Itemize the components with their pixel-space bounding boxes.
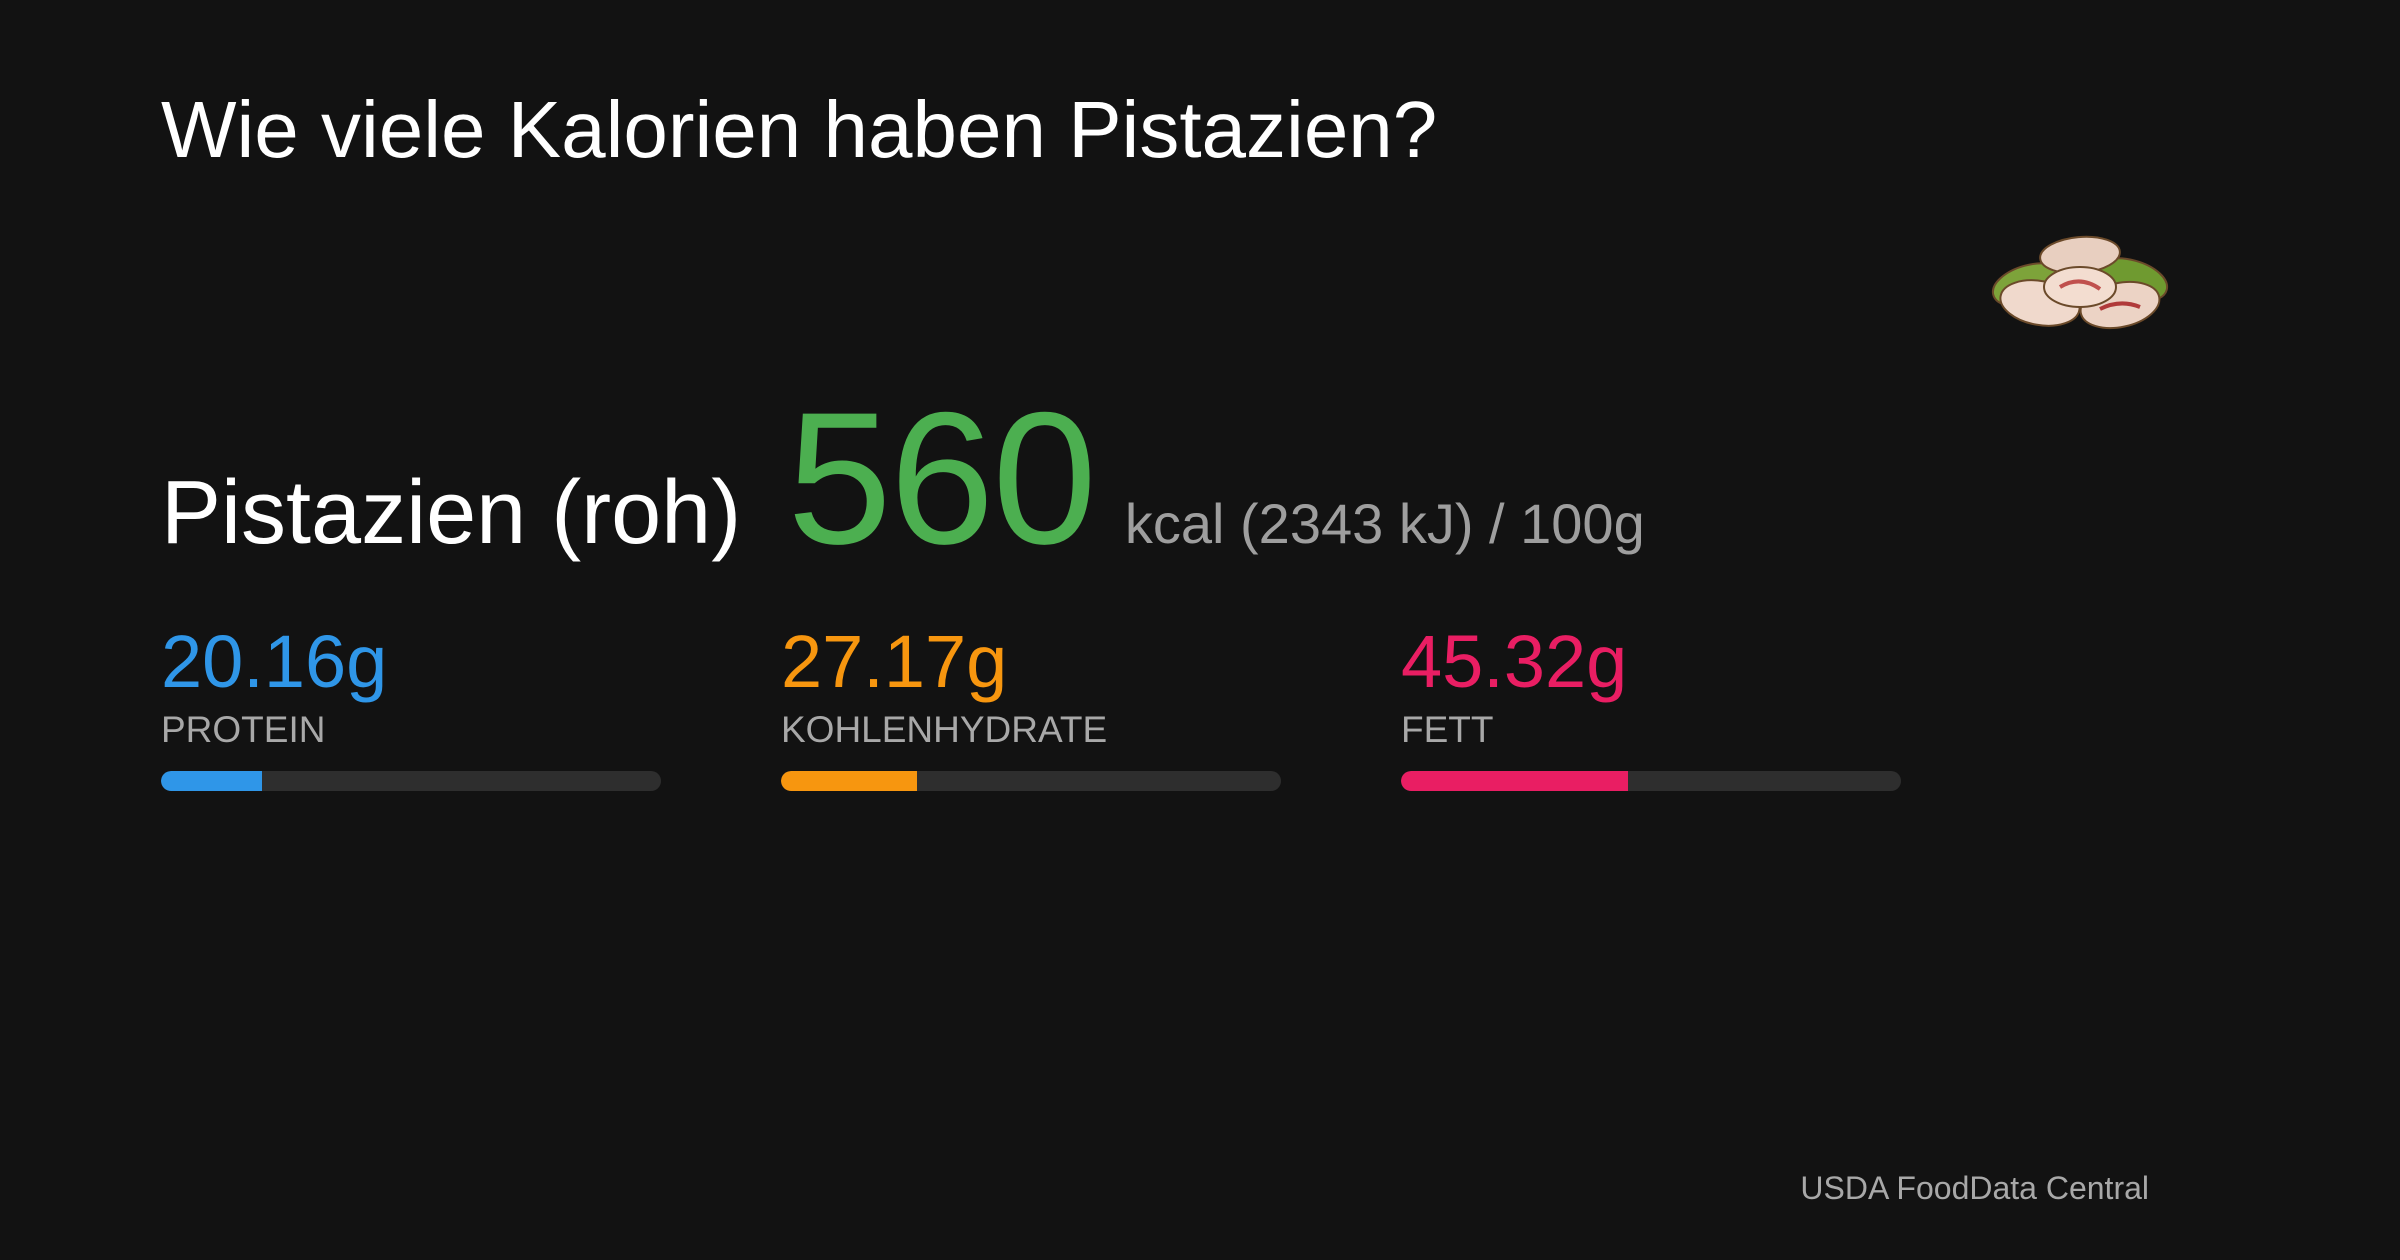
source: USDA FoodData Central xyxy=(1800,1170,2149,1206)
bar-fill xyxy=(781,771,917,791)
macro-value: 20.16g xyxy=(161,620,388,703)
macro-label: FETT xyxy=(1401,709,1494,750)
kcal-unit: kcal (2343 kJ) / 100g xyxy=(1124,492,1645,555)
macro: 27.17g KOHLENHYDRATE xyxy=(781,625,1281,791)
macro: 45.32g FETT xyxy=(1401,625,1901,791)
headline: Pistazien (roh) 560 kcal (2343 kJ) / 100… xyxy=(161,370,1645,586)
kcal-value: 560 xyxy=(787,373,1097,583)
macro: 20.16g PROTEIN xyxy=(161,625,661,791)
bar-fill xyxy=(1401,771,1628,791)
title: Wie viele Kalorien haben Pistazien? xyxy=(161,85,1438,174)
food-name: Pistazien (roh) xyxy=(161,463,742,563)
macro-value: 45.32g xyxy=(1401,620,1628,703)
macro-value: 27.17g xyxy=(781,620,1008,703)
macro-label: PROTEIN xyxy=(161,709,326,750)
bar-track xyxy=(1401,771,1901,791)
bar-fill xyxy=(161,771,262,791)
macro-label: KOHLENHYDRATE xyxy=(781,709,1108,750)
bar-track xyxy=(781,771,1281,791)
pistachio-icon xyxy=(1991,235,2169,330)
bar-track xyxy=(161,771,661,791)
